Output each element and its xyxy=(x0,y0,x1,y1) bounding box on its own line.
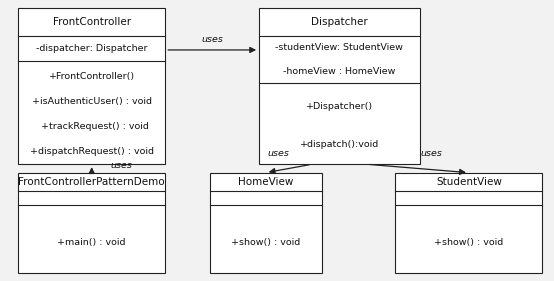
Text: +isAuthenticUser() : void: +isAuthenticUser() : void xyxy=(32,97,152,106)
Text: Dispatcher: Dispatcher xyxy=(311,17,368,27)
Text: uses: uses xyxy=(111,161,132,170)
Text: +show() : void: +show() : void xyxy=(434,238,504,247)
Text: uses: uses xyxy=(267,149,289,158)
Text: -studentView: StudentView: -studentView: StudentView xyxy=(275,43,403,52)
Text: FrontControllerPatternDemo: FrontControllerPatternDemo xyxy=(18,177,165,187)
Text: +show() : void: +show() : void xyxy=(231,238,300,247)
Text: HomeView: HomeView xyxy=(238,177,294,187)
Bar xyxy=(259,8,420,164)
Text: +main() : void: +main() : void xyxy=(58,238,126,247)
Text: FrontController: FrontController xyxy=(53,17,131,27)
Text: -homeView : HomeView: -homeView : HomeView xyxy=(283,67,396,76)
Text: StudentView: StudentView xyxy=(436,177,502,187)
Bar xyxy=(210,173,322,273)
Bar xyxy=(395,173,542,273)
Text: +dispatch():void: +dispatch():void xyxy=(300,140,379,149)
Text: +trackRequest() : void: +trackRequest() : void xyxy=(35,122,148,131)
Text: uses: uses xyxy=(420,149,442,158)
Text: uses: uses xyxy=(201,35,223,44)
Text: +Dispatcher(): +Dispatcher() xyxy=(306,102,373,111)
Text: -dispatcher: Dispatcher: -dispatcher: Dispatcher xyxy=(36,44,147,53)
Text: +dispatchRequest() : void: +dispatchRequest() : void xyxy=(30,147,153,156)
Bar xyxy=(18,173,165,273)
Text: +FrontController(): +FrontController() xyxy=(49,72,135,81)
Bar xyxy=(18,8,165,164)
